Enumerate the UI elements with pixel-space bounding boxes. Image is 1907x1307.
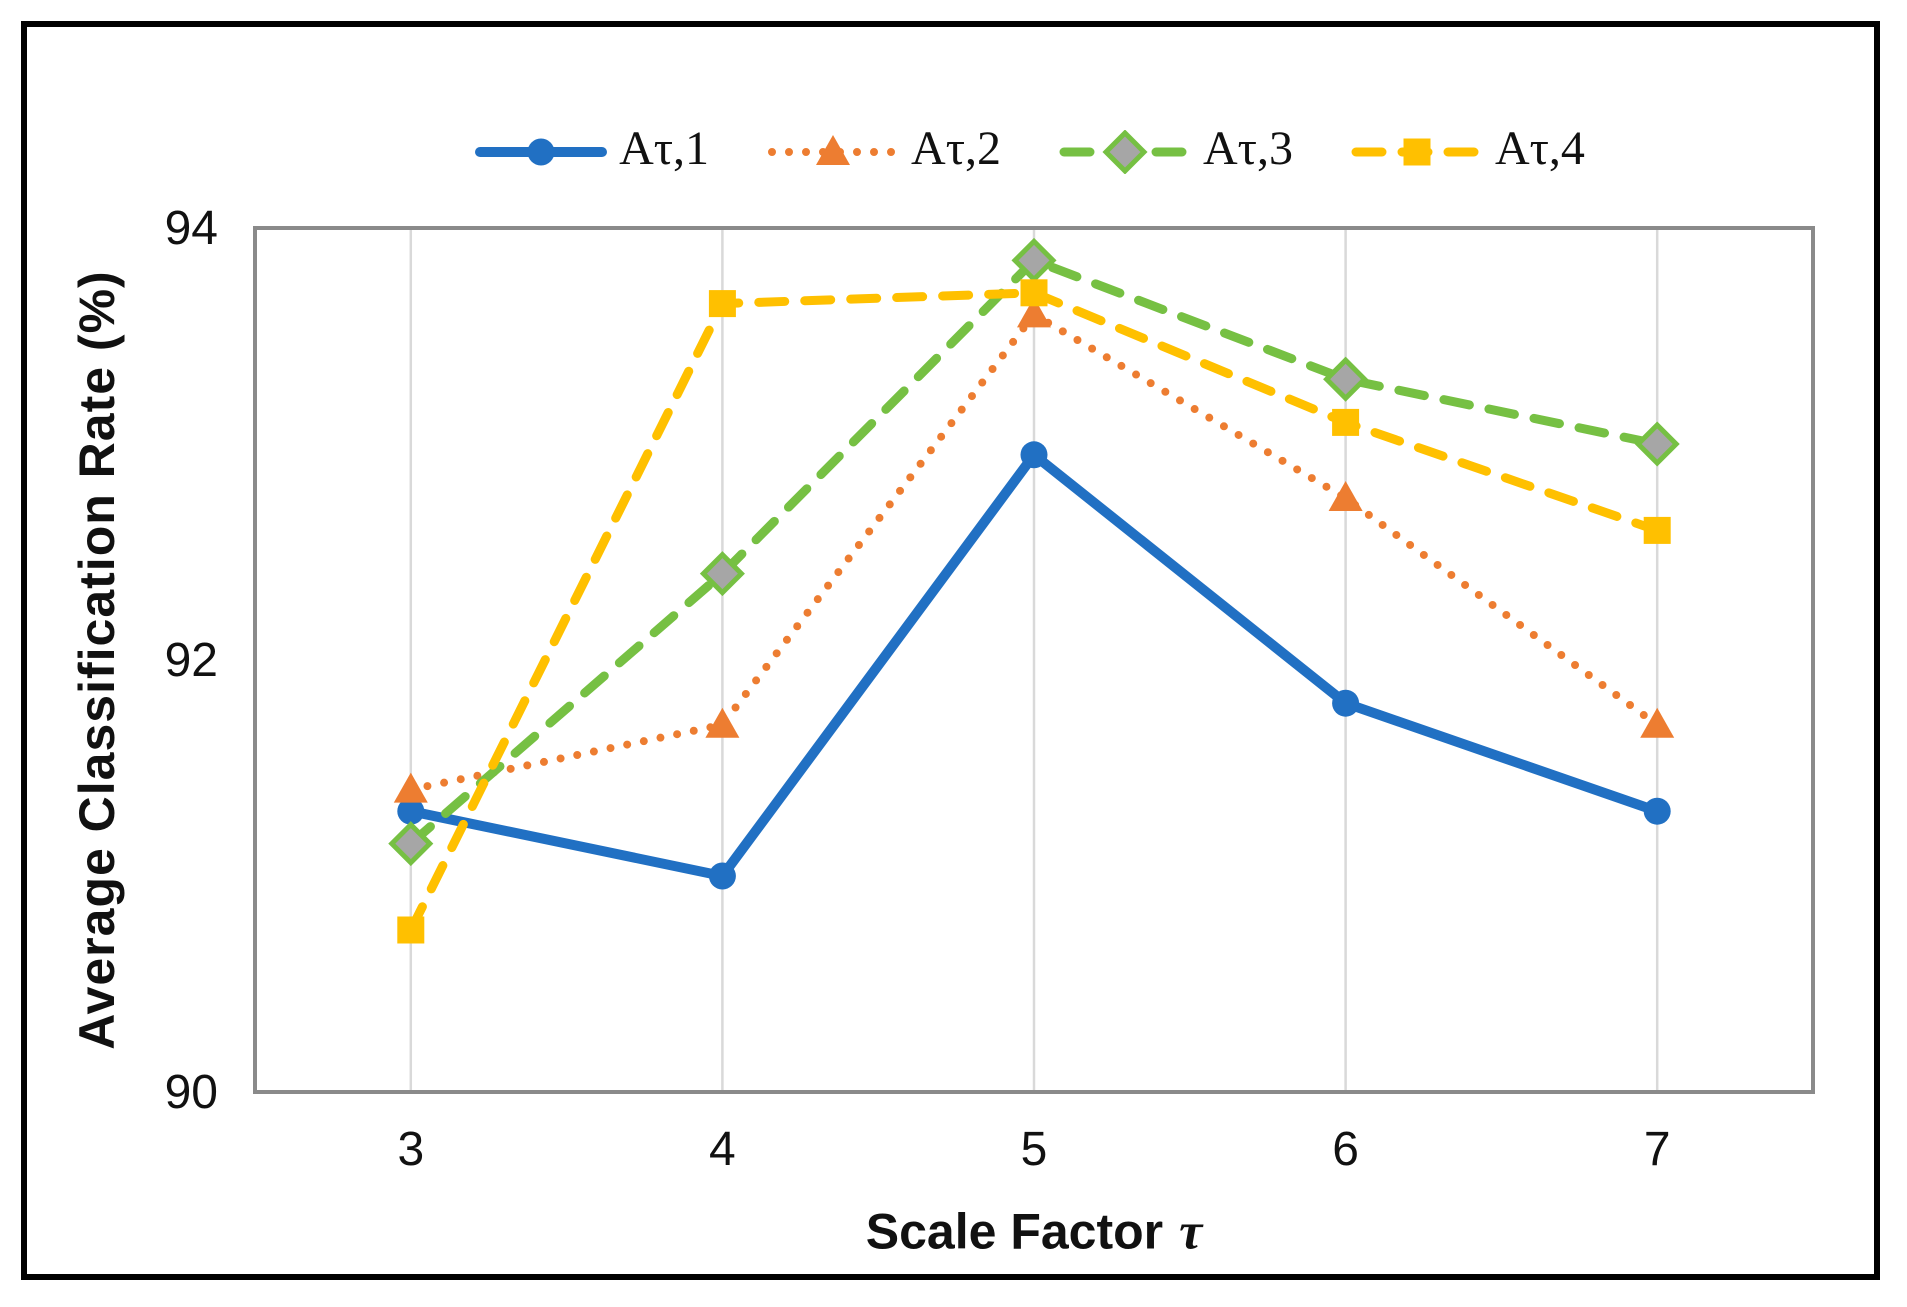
marker-square: [1332, 408, 1360, 436]
x-tick-label-6: 6: [1332, 1123, 1359, 1176]
legend-sample-dashed-line: [1059, 130, 1191, 174]
x-tick-label-7: 7: [1644, 1123, 1671, 1176]
marker-triangle: [816, 135, 851, 165]
marker-triangle: [1328, 481, 1363, 511]
marker-circle: [708, 862, 736, 890]
marker-triangle: [705, 707, 740, 738]
marker-triangle: [1017, 297, 1051, 328]
marker-square: [1403, 138, 1431, 166]
legend-sample-solid-line: [475, 138, 608, 166]
plot-border: [253, 226, 1815, 1094]
figure-border: [21, 21, 1880, 1280]
x-axis-title: Scale Factor τ: [866, 1203, 1202, 1262]
legend-item-Aτ,3: Aτ,3: [1059, 125, 1293, 179]
x-axis-title-text: Scale Factor: [865, 1203, 1164, 1260]
legend-label: Aτ,4: [1494, 122, 1585, 175]
marker-circle: [1020, 441, 1048, 469]
marker-circle: [1332, 689, 1360, 717]
y-tick-label-90: 90: [165, 1066, 218, 1119]
legend-item-Aτ,1: Aτ,1: [475, 125, 709, 179]
marker-diamond: [1634, 421, 1680, 467]
y-axis-title: Average Classification Rate (%): [69, 270, 125, 1050]
legend-label: Aτ,1: [619, 122, 710, 175]
legend-sample-dotted-line: [768, 135, 899, 165]
y-tick-label-94: 94: [165, 202, 218, 255]
marker-diamond: [699, 551, 745, 597]
marker-diamond: [1102, 130, 1148, 174]
y-tick-label-92: 92: [165, 634, 218, 687]
marker-square: [1643, 516, 1671, 544]
legend-label: Aτ,3: [1203, 122, 1293, 175]
x-tick-label-4: 4: [709, 1123, 736, 1176]
legend-label: Aτ,2: [911, 122, 1001, 175]
marker-diamond: [1323, 356, 1369, 402]
marker-circle: [1643, 797, 1671, 825]
marker-diamond: [388, 821, 434, 867]
legend-sample-dashed-line: [1351, 138, 1483, 166]
chart-legend: Aτ,1 Aτ,2 Aτ,3 Aτ,4: [300, 108, 1760, 196]
legend-item-Aτ,2: Aτ,2: [767, 125, 1001, 179]
x-tick-label-5: 5: [1021, 1123, 1048, 1176]
marker-circle: [397, 797, 425, 825]
marker-square: [397, 916, 425, 944]
marker-square: [708, 290, 736, 318]
x-tick-label-3: 3: [397, 1123, 424, 1176]
marker-circle: [527, 138, 555, 166]
marker-triangle: [393, 772, 428, 803]
tau-symbol: τ: [1179, 1203, 1203, 1261]
legend-item-Aτ,4: Aτ,4: [1351, 125, 1585, 179]
marker-triangle: [1640, 707, 1675, 738]
marker-square: [1020, 279, 1048, 307]
